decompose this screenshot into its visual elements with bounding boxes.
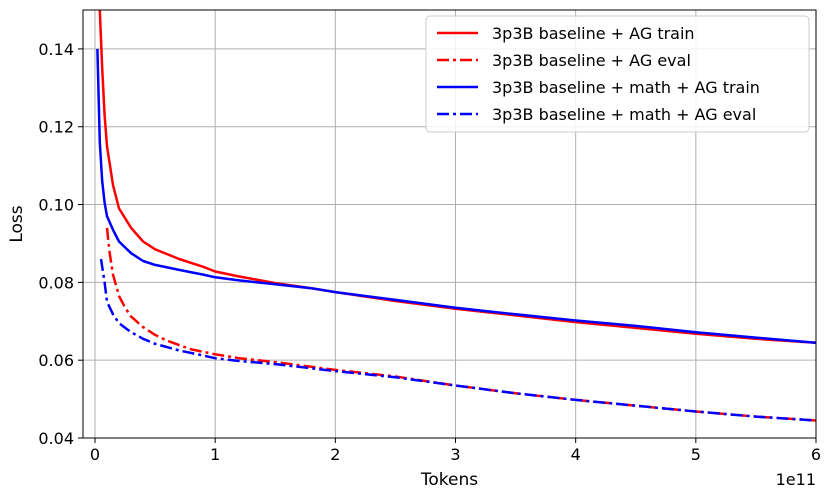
x-tick-label: 2 — [330, 445, 340, 464]
plot-frame — [82, 9, 817, 439]
legend-entry-label: 3p3B baseline + AG train — [492, 24, 695, 43]
y-tick-label: 0.08 — [38, 273, 74, 292]
legend-entry-label: 3p3B baseline + math + AG eval — [492, 105, 756, 124]
plot-series — [96, 10, 816, 422]
x-axis-label: Tokens — [420, 470, 478, 490]
legend-entry-label: 3p3B baseline + math + AG train — [492, 78, 760, 97]
y-tick-label: 0.04 — [38, 429, 74, 448]
series-line-3 — [96, 48, 816, 344]
legend-entry-label: 3p3B baseline + AG eval — [492, 51, 691, 70]
y-axis-label: Loss — [7, 205, 27, 242]
y-tick-label: 0.14 — [38, 40, 74, 59]
x-tick-label: 4 — [571, 445, 581, 464]
legend-box — [425, 15, 810, 133]
x-axis-offset-text: 1e11 — [776, 470, 816, 489]
series-line-4 — [99, 258, 816, 422]
legend: 3p3B baseline + AG train 3p3B baseline + … — [425, 15, 810, 133]
y-tick-label: 0.12 — [38, 118, 74, 137]
x-tick-label: 5 — [691, 445, 701, 464]
x-axis-ticks: 0 1 2 3 4 5 6 — [90, 438, 821, 464]
y-tick-label: 0.06 — [38, 351, 74, 370]
y-axis-ticks: 0.04 0.06 0.08 0.10 0.12 0.14 — [38, 40, 83, 448]
x-tick-label: 6 — [811, 445, 821, 464]
series-line-1 — [98, 10, 816, 344]
x-tick-label: 1 — [210, 445, 220, 464]
x-tick-label: 0 — [90, 445, 100, 464]
x-tick-label: 3 — [450, 445, 460, 464]
y-tick-label: 0.10 — [38, 196, 74, 215]
series-line-2 — [105, 227, 816, 422]
